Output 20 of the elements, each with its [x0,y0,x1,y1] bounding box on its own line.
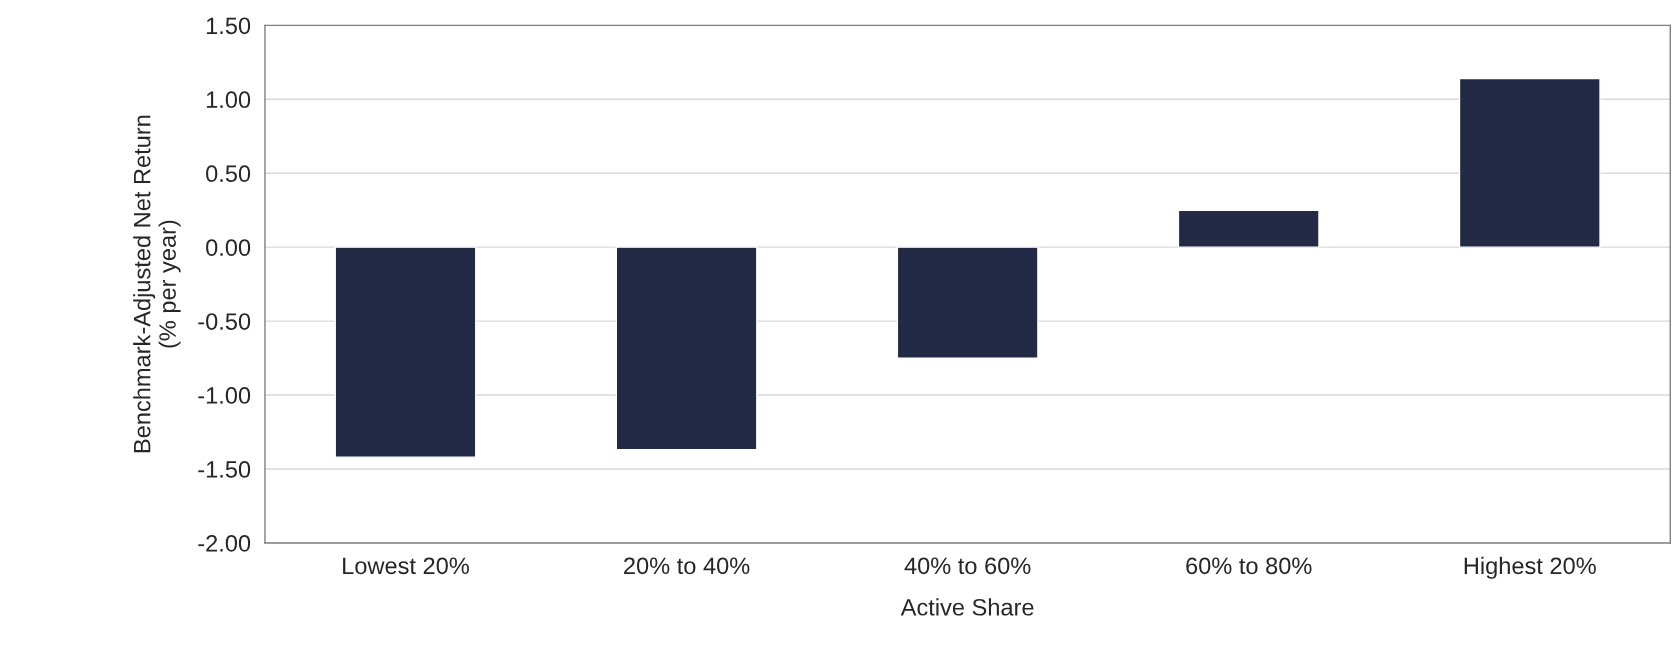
x-tick-label: 40% to 60% [904,557,1031,575]
y-tick-label: 1.50 [206,17,251,35]
y-tick-label: -2.00 [198,535,251,552]
x-tick-label: 60% to 80% [1186,557,1312,575]
y-tick-label: -0.50 [198,313,251,330]
y-tick-label: 0.50 [206,165,251,183]
x-axis-title: Active Share [900,598,1034,616]
bar [1177,209,1320,248]
bar [1458,77,1601,248]
y-tick-label: -1.00 [198,387,251,404]
bar [334,246,477,458]
x-tick-label: Lowest 20% [343,557,469,575]
x-tick-label: 20% to 40% [624,557,750,575]
y-tick-label: 1.00 [206,91,251,109]
x-tick-label: Highest 20% [1464,556,1596,579]
bar [896,246,1039,359]
y-tick-label: 0.00 [206,239,251,256]
bar [615,246,758,451]
y-axis-title: Benchmark-Adjusted Net Return (% per year) [133,115,181,453]
y-tick-label: -1.50 [198,461,251,478]
